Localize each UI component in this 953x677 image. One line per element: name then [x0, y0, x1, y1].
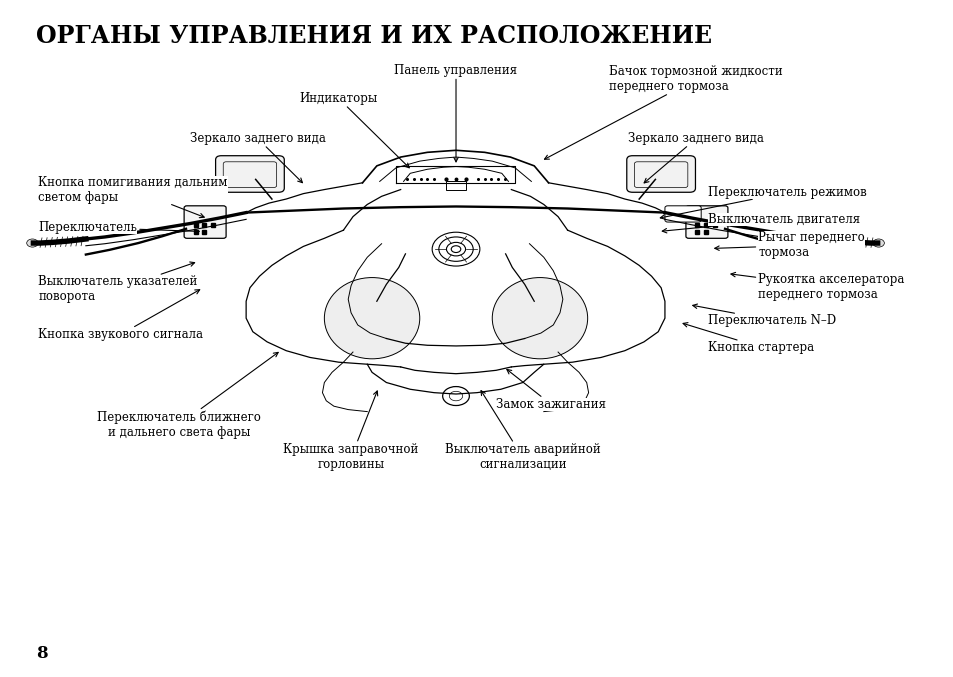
Text: Зеркало заднего вида: Зеркало заднего вида — [190, 132, 325, 183]
Text: Рычаг переднего
тормоза: Рычаг переднего тормоза — [714, 231, 864, 259]
Text: ОРГАНЫ УПРАВЛЕНИЯ И ИХ РАСПОЛОЖЕНИЕ: ОРГАНЫ УПРАВЛЕНИЯ И ИХ РАСПОЛОЖЕНИЕ — [36, 24, 712, 47]
Text: Кнопка звукового сигнала: Кнопка звукового сигнала — [38, 290, 203, 341]
Text: Индикаторы: Индикаторы — [299, 92, 409, 168]
FancyBboxPatch shape — [685, 206, 727, 238]
Text: Переключатель N–D: Переключатель N–D — [692, 304, 835, 327]
Text: Замок зажигания: Замок зажигания — [496, 370, 606, 411]
Text: Выключатель двигателя: Выключатель двигателя — [661, 213, 859, 233]
Ellipse shape — [492, 278, 587, 359]
FancyBboxPatch shape — [626, 156, 695, 192]
FancyBboxPatch shape — [215, 156, 284, 192]
Text: Панель управления: Панель управления — [394, 64, 517, 162]
Text: Кнопка помигивания дальним
светом фары: Кнопка помигивания дальним светом фары — [38, 175, 228, 218]
Text: Бачок тормозной жидкости
переднего тормоза: Бачок тормозной жидкости переднего тормо… — [544, 66, 781, 159]
Bar — [446, 181, 465, 190]
Text: Выключатель указателей
поворота: Выключатель указателей поворота — [38, 262, 197, 303]
Circle shape — [872, 239, 883, 247]
FancyBboxPatch shape — [664, 206, 700, 222]
Text: Переключатель ближнего
и дальнего света фары: Переключатель ближнего и дальнего света … — [97, 352, 278, 439]
Text: Зеркало заднего вида: Зеркало заднего вида — [628, 132, 763, 183]
Circle shape — [27, 239, 38, 247]
Text: Кнопка стартера: Кнопка стартера — [682, 323, 813, 354]
Text: Выключатель аварийной
сигнализации: Выключатель аварийной сигнализации — [444, 391, 600, 471]
Text: Переключатель: Переключатель — [38, 221, 199, 234]
Ellipse shape — [324, 278, 419, 359]
Text: 8: 8 — [36, 645, 48, 662]
Text: Рукоятка акселератора
переднего тормоза: Рукоятка акселератора переднего тормоза — [730, 272, 903, 301]
Text: Переключатель режимов: Переключатель режимов — [659, 185, 865, 219]
FancyBboxPatch shape — [184, 206, 226, 238]
Circle shape — [442, 387, 469, 406]
Text: Крышка заправочной
горловины: Крышка заправочной горловины — [283, 391, 418, 471]
